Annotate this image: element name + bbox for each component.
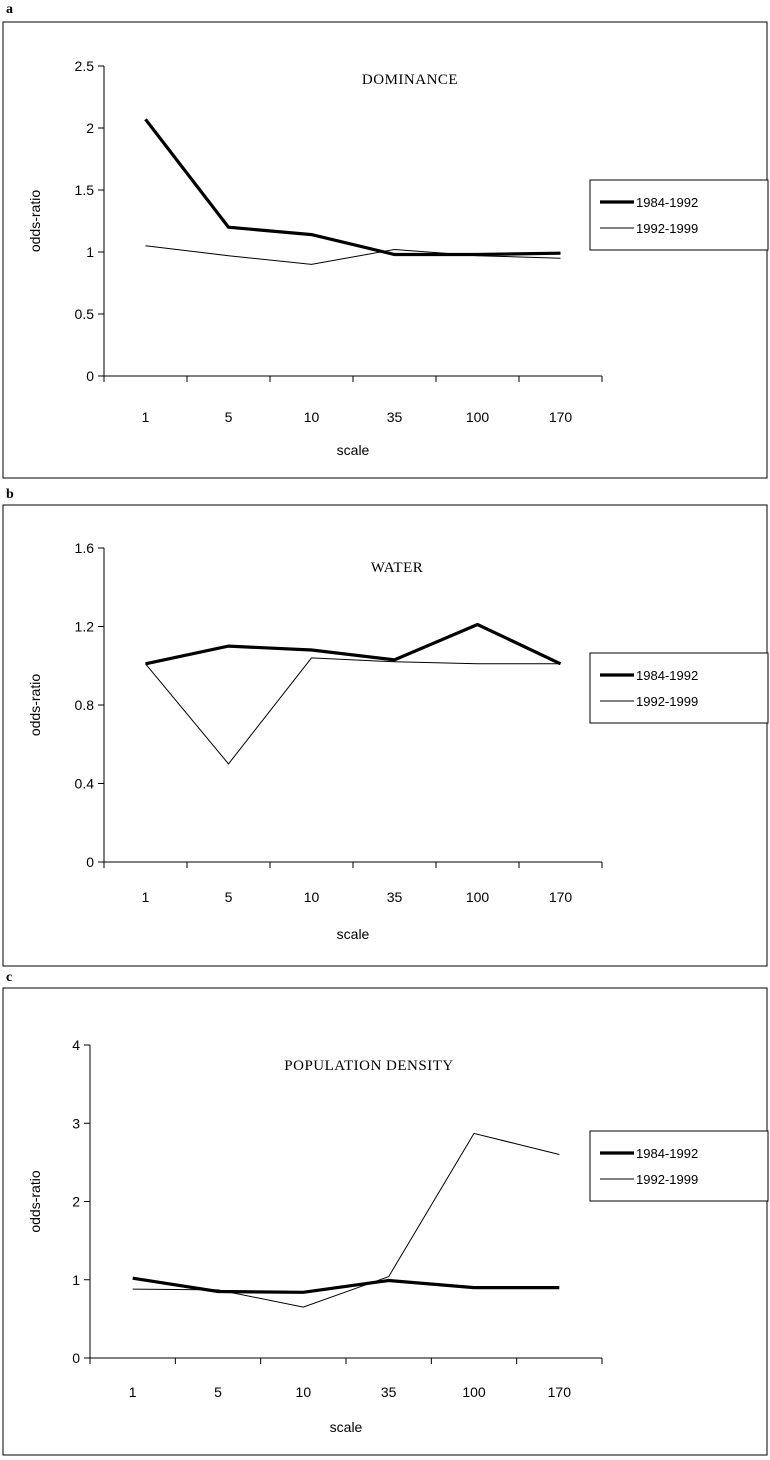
chart-population-legend-box [589,1130,769,1202]
chart-population-title: POPULATION DENSITY [284,1058,453,1074]
chart-water-ytick-label: 0.4 [75,776,95,792]
chart-population-xtick-label: 100 [462,1384,486,1400]
chart-dominance-legend-label: 1984-1992 [636,195,698,210]
chart-dominance-xtick-label: 10 [304,409,320,425]
chart-dominance-xlabel: scale [337,442,370,458]
chart-population-ytick-label: 0 [72,1350,80,1366]
chart-dominance-xtick-label: 100 [466,409,490,425]
chart-water-xtick-label: 10 [304,889,320,905]
chart-population-xtick-label: 170 [548,1384,572,1400]
chart-population-xtick-label: 1 [129,1384,137,1400]
chart-dominance-xtick-label: 1 [142,409,150,425]
chart-water-ytick-label: 0.8 [75,697,95,713]
chart-population-ytick-label: 3 [72,1115,80,1131]
chart-population-xtick-label: 5 [214,1384,222,1400]
chart-water-legend-label: 1992-1999 [636,694,698,709]
chart-population-xtick-label: 10 [296,1384,312,1400]
chart-water-ylabel: odds-ratio [27,674,43,736]
chart-dominance-ytick-label: 2 [86,120,94,136]
chart-water-xlabel: scale [337,926,370,942]
chart-water-xtick-label: 100 [466,889,490,905]
chart-population-ytick-label: 4 [72,1037,80,1053]
chart-dominance-ytick-label: 1.5 [75,182,95,198]
chart-dominance-xtick-label: 170 [549,409,573,425]
chart-water-series-second-line [145,657,561,765]
chart-dominance-ytick-label: 2.5 [75,58,95,74]
chart-population-ytick-label: 2 [72,1194,80,1210]
chart-population-ytick-label: 1 [72,1272,80,1288]
chart-dominance-xtick-label: 35 [387,409,403,425]
chart-water-series-first-line [145,622,562,666]
panel-label-b: b [6,487,14,502]
panel-label-a: a [6,2,13,17]
chart-water-ytick-label: 1.6 [75,540,95,556]
chart-dominance-ytick-label: 0.5 [75,306,95,322]
chart-dominance-legend-box [589,179,769,251]
chart-dominance-xtick-label: 5 [225,409,233,425]
panel-label-c: c [6,970,13,985]
chart-dominance-title: DOMINANCE [362,72,458,88]
chart-dominance-series-first-line [144,118,561,257]
chart-population-xlabel: scale [330,1419,363,1435]
chart-water-xtick-label: 1 [142,889,150,905]
chart-water-legend-label: 1984-1992 [636,668,698,683]
chart-water-xtick-label: 170 [549,889,573,905]
chart-dominance-ytick-label: 1 [86,244,94,260]
chart-water-xtick-label: 35 [387,889,403,905]
chart-water-xtick-label: 5 [225,889,233,905]
chart-water-ytick-label: 1.2 [75,619,95,635]
chart-water-title: WATER [371,560,424,576]
chart-water-ytick-label: 0 [86,854,94,870]
chart-population-xtick-label: 35 [381,1384,397,1400]
chart-dominance-series-second-line [145,245,561,265]
chart-population-legend-label: 1992-1999 [636,1172,698,1187]
chart-population-series-second-line [132,1132,560,1308]
chart-population-frame [2,987,768,1456]
chart-population-legend-label: 1984-1992 [636,1146,698,1161]
chart-water-legend-box [589,652,769,724]
chart-dominance-legend-label: 1992-1999 [636,221,698,236]
chart-population-ylabel: odds-ratio [27,1170,43,1232]
chart-dominance-ylabel: odds-ratio [27,190,43,252]
chart-water-frame [2,504,768,967]
chart-dominance-ytick-label: 0 [86,368,94,384]
